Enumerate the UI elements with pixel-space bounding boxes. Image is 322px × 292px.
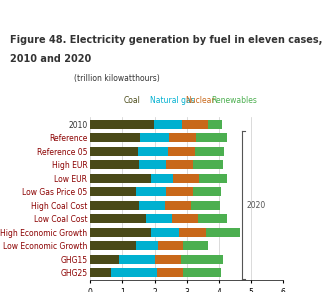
Bar: [195, 147, 224, 156]
Bar: [139, 160, 166, 169]
Bar: [151, 174, 173, 183]
Bar: [196, 133, 227, 142]
Bar: [90, 160, 139, 169]
Bar: [191, 201, 220, 210]
Bar: [198, 214, 227, 223]
Bar: [173, 174, 199, 183]
Bar: [193, 160, 223, 169]
Bar: [165, 201, 191, 210]
Bar: [90, 214, 146, 223]
Bar: [138, 147, 168, 156]
Bar: [154, 120, 182, 128]
Bar: [90, 174, 151, 183]
Bar: [166, 160, 193, 169]
Bar: [90, 120, 154, 128]
Bar: [172, 214, 198, 223]
Text: Natural gas: Natural gas: [150, 96, 194, 105]
Bar: [169, 133, 196, 142]
Bar: [90, 187, 136, 196]
Bar: [151, 228, 179, 237]
Bar: [146, 214, 172, 223]
Text: Coal: Coal: [124, 96, 141, 105]
Bar: [90, 133, 140, 142]
Bar: [90, 255, 119, 264]
Bar: [179, 228, 206, 237]
Bar: [140, 133, 169, 142]
Text: Figure 48. Electricity generation by fuel in eleven cases,: Figure 48. Electricity generation by fue…: [10, 35, 322, 45]
Bar: [199, 174, 227, 183]
Bar: [206, 228, 240, 237]
Bar: [139, 201, 165, 210]
Bar: [119, 255, 155, 264]
Bar: [136, 241, 158, 250]
Bar: [208, 120, 222, 128]
Bar: [183, 269, 221, 277]
Bar: [136, 187, 166, 196]
Bar: [111, 269, 157, 277]
Bar: [181, 255, 223, 264]
Bar: [168, 147, 195, 156]
Bar: [90, 147, 138, 156]
Bar: [183, 241, 208, 250]
Text: Renewables: Renewables: [211, 96, 257, 105]
Bar: [155, 255, 181, 264]
Bar: [90, 269, 111, 277]
Text: 2020: 2020: [247, 201, 266, 210]
Text: 2010 and 2020: 2010 and 2020: [10, 54, 91, 64]
Text: (trillion kilowatthours): (trillion kilowatthours): [74, 74, 160, 83]
Bar: [166, 187, 193, 196]
Bar: [158, 241, 183, 250]
Bar: [90, 201, 139, 210]
Text: Nuclear: Nuclear: [185, 96, 215, 105]
Bar: [90, 241, 136, 250]
Bar: [157, 269, 183, 277]
Bar: [182, 120, 208, 128]
Bar: [193, 187, 221, 196]
Bar: [90, 228, 151, 237]
